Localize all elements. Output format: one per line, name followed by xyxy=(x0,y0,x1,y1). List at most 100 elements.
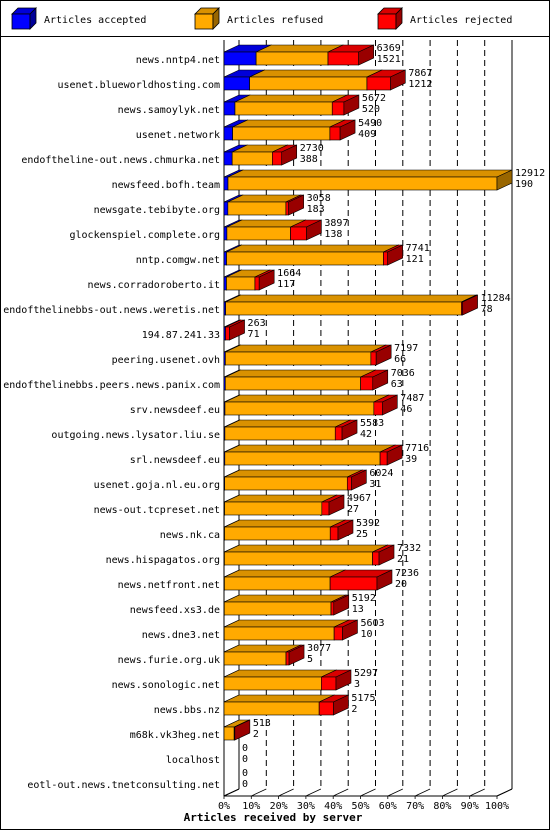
bar-segment-refused xyxy=(224,569,346,591)
bar-segment-rejected-front xyxy=(330,601,335,616)
total-label: 7236 xyxy=(395,568,419,579)
category-label: news.furie.org.uk xyxy=(118,655,220,666)
bar-segment-refused xyxy=(223,619,350,641)
category-label: usenet.goja.nl.eu.org xyxy=(94,480,220,491)
bar-19 xyxy=(223,494,345,516)
bar-segment-rejected-front xyxy=(285,201,289,216)
x-tick-mark xyxy=(333,788,349,797)
bar-segment-rejected-front xyxy=(360,376,374,391)
bar-20 xyxy=(223,519,354,541)
bar-segment-rejected xyxy=(334,419,358,441)
bar-segment-rejected-side xyxy=(378,544,395,566)
category-label: news.netfront.net xyxy=(118,580,220,591)
total-label: 0 xyxy=(242,743,248,754)
category-label: news.dne3.net xyxy=(142,630,220,641)
bar-segment-rejected-side xyxy=(342,619,358,641)
bar-segment-rejected-side xyxy=(339,119,356,141)
bar-segment-rejected xyxy=(321,494,345,516)
bar-segment-refused xyxy=(224,519,346,541)
total-label: 7716 xyxy=(405,443,429,454)
bar-8 xyxy=(223,219,322,241)
total-label: 1664 xyxy=(277,268,301,279)
total-label: 5392 xyxy=(356,518,380,529)
accepted-label: 42 xyxy=(360,429,372,440)
bar-11 xyxy=(223,294,478,316)
bar-segment-rejected xyxy=(272,144,298,166)
x-tick-label: 0% xyxy=(218,801,230,812)
accepted-label: 0 xyxy=(242,754,248,765)
bar-segment-refused-top xyxy=(227,169,513,178)
x-tick-label: 50% xyxy=(351,801,369,812)
bar-segment-rejected-front xyxy=(254,276,260,291)
bar-segment-refused-front xyxy=(224,501,323,516)
bar-segment-rejected-side xyxy=(376,569,393,591)
bar-segment-refused-side xyxy=(496,169,513,191)
total-label: 6369 xyxy=(377,43,401,54)
bar-segment-rejected xyxy=(379,444,403,466)
accepted-label: 63 xyxy=(391,379,403,390)
bar-1 xyxy=(223,44,374,66)
bar-segment-rejected xyxy=(225,319,245,341)
legend-swatch-refused-front xyxy=(194,13,214,30)
total-label: 11284 xyxy=(481,293,511,304)
accepted-label: 20 xyxy=(395,579,407,590)
legend-swatch-rejected-front xyxy=(377,13,397,30)
bar-segment-refused-front xyxy=(223,726,235,741)
x-tick-label: 70% xyxy=(406,801,424,812)
bar-segment-rejected xyxy=(285,644,305,666)
bar-segment-rejected xyxy=(461,294,478,316)
accepted-label: 2 xyxy=(351,704,357,715)
x-tick-label: 30% xyxy=(297,801,315,812)
bar-segment-rejected xyxy=(333,619,358,641)
legend-label-refused: Articles refused xyxy=(227,15,323,26)
bar-10 xyxy=(223,269,275,291)
accepted-label: 138 xyxy=(324,229,342,240)
category-label: news.nk.ca xyxy=(160,530,220,541)
x-axis-title: Articles received by server xyxy=(184,811,363,824)
bar-segment-rejected-side xyxy=(229,319,245,341)
total-label: 4967 xyxy=(347,493,371,504)
category-label: news.samoylyk.net xyxy=(118,105,220,116)
bar-segment-refused xyxy=(225,369,376,391)
bar-segment-refused-top xyxy=(224,394,389,403)
bar-segment-rejected-side xyxy=(281,144,298,166)
bar-segment-rejected-front xyxy=(372,551,380,566)
accepted-label: 5 xyxy=(307,654,313,665)
bars xyxy=(223,44,513,741)
bar-segment-refused xyxy=(227,169,513,191)
bar-segment-refused xyxy=(224,469,363,491)
bar-segment-refused-top xyxy=(225,344,387,353)
total-label: 5603 xyxy=(360,618,384,629)
bar-25 xyxy=(223,644,305,666)
category-label: newsfeed.bofh.team xyxy=(112,180,220,191)
bar-segment-refused-front xyxy=(224,551,373,566)
bar-16 xyxy=(223,419,358,441)
accepted-label: 27 xyxy=(347,504,359,515)
category-label: news.sonologic.net xyxy=(112,680,220,691)
accepted-label: 10 xyxy=(360,629,372,640)
x-tick-mark xyxy=(305,788,322,797)
bar-segment-rejected xyxy=(318,694,349,716)
bar-segment-rejected-front xyxy=(329,126,341,141)
legend-swatch-accepted xyxy=(11,7,37,30)
bar-segment-refused-front xyxy=(225,376,361,391)
category-label: usenet.blueworldhosting.com xyxy=(57,80,220,91)
bar-segment-rejected xyxy=(327,44,374,66)
category-label: news.corradoroberto.it xyxy=(88,280,220,291)
bar-segment-refused-front xyxy=(225,351,372,366)
category-label: newsgate.tebibyte.org xyxy=(94,205,220,216)
bar-segment-refused-front xyxy=(223,651,287,666)
bar-segment-refused-top xyxy=(223,669,337,678)
x-axis: 0% 10% 20% 30% 40% 50% 60% 70% 80% 90% 100% xyxy=(218,788,513,812)
accepted-label: 21 xyxy=(397,554,409,565)
x-tick-mark xyxy=(442,788,458,797)
bar-segment-rejected-front xyxy=(318,701,334,716)
bar-segment-refused xyxy=(224,544,388,566)
bar-segment-rejected-front xyxy=(333,626,343,641)
legend-swatch-refused-side xyxy=(212,7,220,30)
bar-segment-rejected-front xyxy=(272,151,283,166)
bar-segment-refused-top xyxy=(224,519,346,528)
bar-segment-refused-top xyxy=(223,694,335,703)
bar-segment-refused-front xyxy=(224,401,375,416)
